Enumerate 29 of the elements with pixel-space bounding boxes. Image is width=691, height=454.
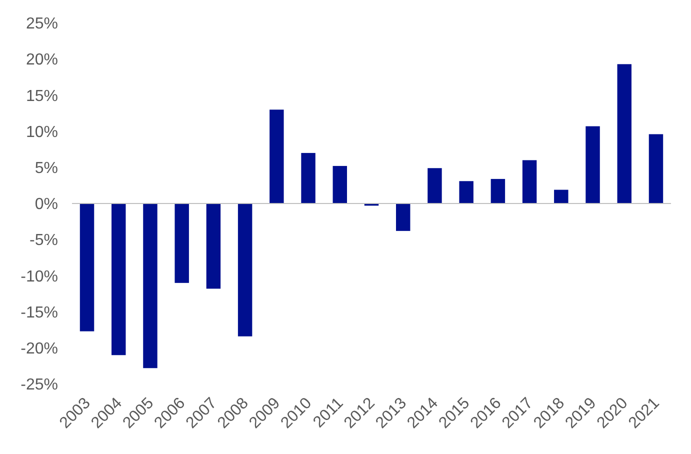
bar: [522, 160, 537, 204]
bar: [143, 204, 158, 368]
bar: [554, 190, 568, 204]
bar: [301, 152, 316, 204]
bar: [617, 64, 632, 204]
bar: [80, 204, 94, 332]
y-tick-label: -20%: [20, 340, 58, 358]
y-tick-label: 10%: [26, 124, 58, 141]
bar: [206, 204, 221, 289]
y-tick-label: 0%: [34, 196, 58, 214]
bar: [332, 166, 347, 204]
y-tick-label: 25%: [26, 16, 58, 33]
y-tick-label: -25%: [20, 376, 58, 394]
bar: [270, 110, 284, 204]
y-tick-label: -10%: [20, 268, 58, 286]
bar: [648, 134, 664, 204]
bar: [396, 204, 410, 231]
bar: [459, 181, 474, 204]
y-tick-label: 15%: [26, 88, 58, 105]
y-tick-label: -5%: [30, 232, 58, 250]
bar: [238, 204, 252, 336]
bar: [174, 204, 189, 283]
y-tick-label: 20%: [26, 52, 58, 69]
y-tick-label: 5%: [34, 160, 58, 177]
bar: [490, 178, 506, 204]
y-tick-label: -15%: [20, 304, 58, 322]
bar: [112, 204, 126, 356]
bar: [586, 126, 600, 204]
bar: [428, 168, 442, 204]
